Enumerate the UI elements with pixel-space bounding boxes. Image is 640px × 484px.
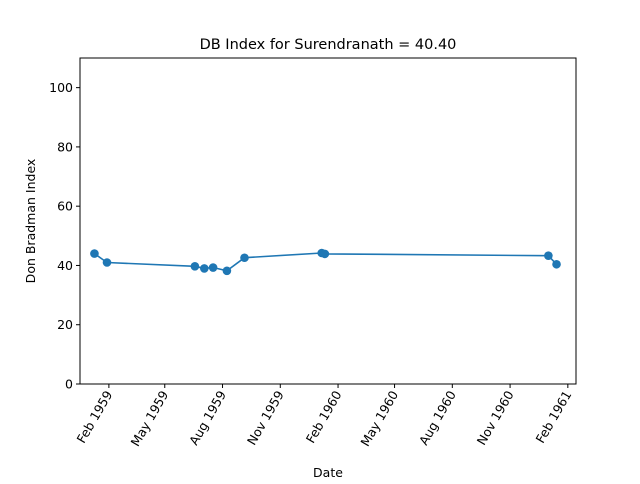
data-point: [190, 262, 200, 271]
y-tick-label: 60: [57, 199, 73, 214]
y-tick-label: 0: [65, 377, 73, 392]
data-point: [208, 263, 218, 272]
x-axis-label: Date: [313, 465, 343, 480]
chart-title: DB Index for Surendranath = 40.40: [200, 37, 457, 53]
data-point: [544, 251, 553, 260]
y-tick-label: 20: [57, 317, 73, 332]
data-point: [320, 249, 330, 259]
y-tick-label: 80: [57, 139, 73, 154]
data-point: [200, 264, 209, 273]
plot-frame: [79, 57, 577, 385]
y-tick-label: 100: [49, 80, 73, 95]
y-tick-label: 40: [57, 258, 73, 273]
data-point: [222, 266, 232, 276]
data-point: [102, 258, 112, 267]
data-point: [240, 253, 249, 263]
data-point: [90, 249, 99, 258]
y-axis-label: Don Bradman Index: [23, 159, 38, 284]
data-point: [552, 259, 561, 269]
